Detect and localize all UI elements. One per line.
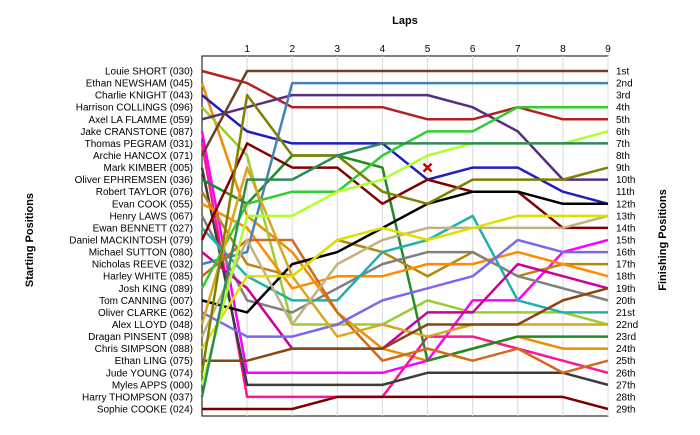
starting-label: Henry LAWS (067) xyxy=(109,211,193,222)
starting-label: Mark KIMBER (005) xyxy=(104,163,193,174)
grid-lines xyxy=(246,56,609,416)
series-line xyxy=(202,287,609,362)
starting-label: Alex LLOYD (048) xyxy=(112,320,193,331)
series-line xyxy=(200,143,609,399)
x-tick-label: 6 xyxy=(470,44,476,55)
finishing-label: 8th xyxy=(616,151,630,162)
x-tick-label: 5 xyxy=(425,44,431,55)
finishing-label: 21st xyxy=(616,308,635,319)
finishing-label: 15th xyxy=(616,236,635,247)
starting-label: Charlie KNIGHT (043) xyxy=(95,91,193,102)
series-lines xyxy=(200,69,609,411)
series-line xyxy=(201,238,608,338)
series-line xyxy=(201,238,609,375)
finishing-label: 29th xyxy=(616,405,635,416)
series-line xyxy=(202,395,609,411)
series-line xyxy=(201,81,608,266)
x-tick-label: 8 xyxy=(560,44,566,55)
series-line xyxy=(200,142,608,241)
starting-label: Harley WHITE (085) xyxy=(103,272,193,283)
finishing-label: 26th xyxy=(616,368,635,379)
finishing-labels: 1st2nd3rd4th5th6th7th8th9th10th11th12th1… xyxy=(616,67,638,416)
finishing-label: 28th xyxy=(616,392,635,403)
series-line xyxy=(200,166,608,338)
finishing-label: 23rd xyxy=(616,332,636,343)
x-tick-label: 2 xyxy=(289,44,295,55)
starting-label: Chris SIMPSON (088) xyxy=(95,344,193,355)
starting-label: Ethan LING (075) xyxy=(115,356,193,367)
finishing-label: 25th xyxy=(616,356,635,367)
series-line xyxy=(200,93,609,373)
x-tick-label: 7 xyxy=(515,44,521,55)
finishing-label: 20th xyxy=(616,296,635,307)
finishing-label: 5th xyxy=(616,115,630,126)
starting-label: Oliver CLARKE (062) xyxy=(98,308,193,319)
starting-label: Ethan NEWSHAM (045) xyxy=(86,79,193,90)
finishing-label: 17th xyxy=(616,260,635,271)
starting-label: Josh KING (089) xyxy=(119,284,193,295)
starting-labels: Louie SHORT (030)Ethan NEWSHAM (045)Char… xyxy=(69,67,193,416)
series-line xyxy=(200,215,609,314)
series-line xyxy=(201,190,608,314)
finishing-label: 27th xyxy=(616,380,635,391)
finishing-label: 13th xyxy=(616,211,635,222)
starting-label: Nicholas REEVE (032) xyxy=(92,260,193,271)
plot-area xyxy=(201,55,609,417)
y-axis-right-title: Finishing Positions xyxy=(657,189,669,290)
finishing-label: 1st xyxy=(616,67,630,78)
finishing-label: 14th xyxy=(616,223,635,234)
finishing-label: 7th xyxy=(616,139,630,150)
finishing-label: 22nd xyxy=(616,320,638,331)
starting-label: Evan COOK (055) xyxy=(112,199,193,210)
finishing-label: 24th xyxy=(616,344,635,355)
series-line xyxy=(200,142,608,398)
x-tick-label: 9 xyxy=(605,44,611,55)
starting-label: Axel LA FLAMME (059) xyxy=(89,115,193,126)
y-axis-left-title: Starting Positions xyxy=(24,193,36,287)
starting-label: Jude YOUNG (074) xyxy=(106,368,193,379)
series-line xyxy=(201,202,609,290)
starting-label: Oliver EPHREMSEN (036) xyxy=(75,175,193,186)
series-line xyxy=(200,214,608,350)
starting-label: Daniel MACKINTOSH (079) xyxy=(69,236,193,247)
starting-label: Thomas PEGRAM (031) xyxy=(85,139,193,150)
finishing-label: 19th xyxy=(616,284,635,295)
finishing-label: 10th xyxy=(616,175,635,186)
starting-label: Michael SUTTON (080) xyxy=(89,248,193,259)
finishing-label: 6th xyxy=(616,127,630,138)
finishing-label: 2nd xyxy=(616,79,633,90)
starting-label: Tom CANNING (007) xyxy=(99,296,193,307)
finishing-label: 18th xyxy=(616,272,635,283)
x-tick-label: 1 xyxy=(244,44,250,55)
finishing-label: 11th xyxy=(616,187,635,198)
starting-label: Louie SHORT (030) xyxy=(105,67,193,78)
starting-label: Archie HANCOX (071) xyxy=(93,151,193,162)
finishing-label: 4th xyxy=(616,103,630,114)
starting-label: Dragan PINSENT (098) xyxy=(88,332,193,343)
series-line xyxy=(201,69,608,121)
series-line xyxy=(201,93,608,181)
finishing-label: 9th xyxy=(616,163,630,174)
finishing-label: 3rd xyxy=(616,91,630,102)
x-marker xyxy=(422,162,433,173)
starting-label: Sophie COOKE (024) xyxy=(97,405,193,416)
series-line xyxy=(200,167,609,387)
finishing-label: 16th xyxy=(616,248,635,259)
x-tick-labels: 1 2 3 4 5 6 7 8 9 xyxy=(244,44,611,55)
markers xyxy=(422,162,433,173)
starting-label: Harrison COLLINGS (096) xyxy=(76,103,193,114)
starting-label: Robert TAYLOR (076) xyxy=(96,187,193,198)
x-tick-label: 4 xyxy=(380,44,386,55)
starting-label: Harry THOMPSON (037) xyxy=(82,392,193,403)
starting-label: Ewan BENNETT (027) xyxy=(93,223,193,234)
finishing-label: 12th xyxy=(616,199,635,210)
series-line xyxy=(200,69,608,157)
x-axis-title: Laps xyxy=(392,15,418,27)
starting-label: Jake CRANSTONE (087) xyxy=(80,127,193,138)
x-tick-label: 3 xyxy=(335,44,341,55)
starting-label: Myles APPS (000) xyxy=(112,380,193,391)
